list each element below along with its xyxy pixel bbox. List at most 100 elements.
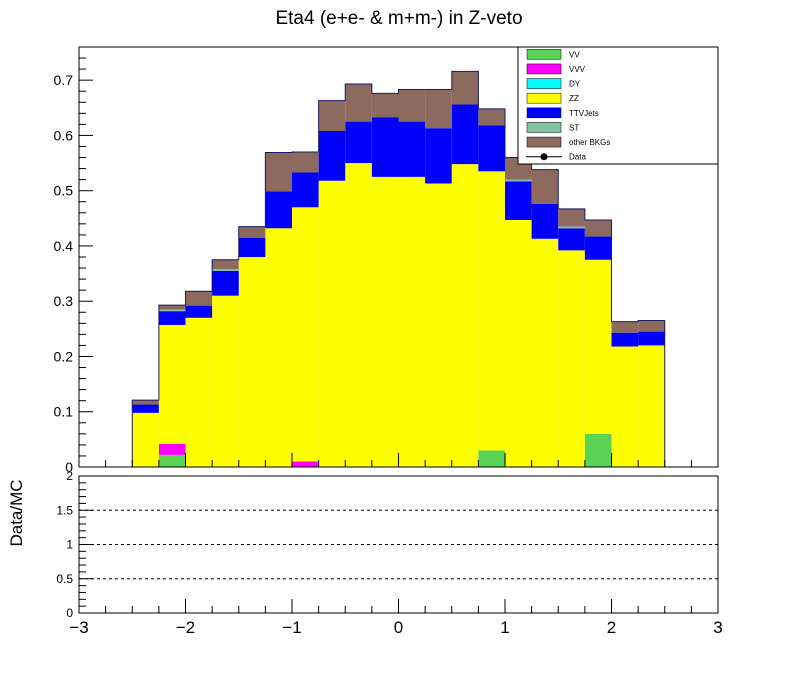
bar <box>158 305 186 310</box>
x-tick-label: 0 <box>394 618 403 637</box>
legend-item: DY <box>526 78 581 89</box>
ratio-y-tick-label: 0 <box>66 606 73 620</box>
bar <box>158 324 186 444</box>
bar <box>185 317 213 467</box>
bar <box>398 121 426 177</box>
main-plot-area: 00.10.20.30.40.50.60.7 VVVVVDYZZTTVJetsS… <box>54 46 719 475</box>
bar <box>584 259 612 434</box>
bar <box>185 305 213 318</box>
bar <box>478 125 505 172</box>
legend-swatch <box>526 49 562 60</box>
ratio-y-tick-label: 1.5 <box>56 503 73 517</box>
bar <box>558 250 585 467</box>
bar <box>212 270 239 296</box>
ratio-y-axis-label: Data/MC <box>7 479 26 546</box>
legend-label: VV <box>569 50 580 59</box>
y-tick-label: 0.7 <box>54 72 74 88</box>
legend-swatch <box>526 122 562 133</box>
stack-outline <box>131 70 666 467</box>
bar <box>505 181 532 220</box>
stacked-histogram <box>131 70 666 468</box>
y-tick-label: 0.1 <box>54 404 74 420</box>
bar <box>345 84 372 122</box>
bar <box>451 71 479 105</box>
bar <box>478 171 505 451</box>
bar <box>238 257 266 467</box>
bar <box>478 108 505 126</box>
legend-swatch <box>526 136 562 148</box>
bar <box>292 152 319 173</box>
bar <box>531 203 559 239</box>
bar <box>158 311 186 325</box>
y-tick-label: 0.4 <box>54 238 74 254</box>
bar <box>451 164 479 467</box>
ratio-y-tick-label: 1 <box>66 538 73 552</box>
ratio-y-tick-label: 0.5 <box>56 572 73 586</box>
bar <box>292 172 319 208</box>
bar <box>425 128 452 184</box>
legend-label: TTVJets <box>569 109 599 118</box>
bar <box>371 176 399 468</box>
legend-swatch <box>526 63 562 75</box>
bar <box>265 191 292 229</box>
bar <box>425 183 452 467</box>
bar <box>212 259 239 270</box>
x-tick-label: −3 <box>69 618 88 637</box>
bar <box>238 226 266 238</box>
legend-label: VVV <box>569 65 586 74</box>
bar <box>584 219 612 237</box>
bar <box>558 208 585 227</box>
legend-label: Data <box>569 153 586 162</box>
bar <box>292 461 319 467</box>
bar <box>212 269 239 271</box>
chart-title: Eta4 (e+e- & m+m-) in Z-veto <box>275 8 522 29</box>
x-tick-label: −2 <box>176 618 195 637</box>
bar <box>238 237 266 257</box>
bar <box>478 450 505 467</box>
y-tick-label: 0.5 <box>54 183 74 199</box>
y-tick-label: 0 <box>65 459 73 475</box>
ratio-y-tick-label: 2 <box>66 469 73 483</box>
legend-swatch <box>526 78 562 89</box>
legend-item: TTVJets <box>526 107 599 119</box>
series-other-bkgs <box>132 71 665 405</box>
bar <box>212 295 239 467</box>
bar <box>611 321 639 333</box>
legend-item: ZZ <box>526 92 579 104</box>
bar <box>584 433 612 467</box>
bar <box>132 412 159 467</box>
legend-label: ZZ <box>569 94 579 103</box>
ratio-plot-area: 0 0.5 1 1.5 2 −3 −2 −1 0 1 2 3 <box>56 469 722 637</box>
bar <box>505 179 532 182</box>
bar <box>531 238 559 467</box>
series-st <box>158 179 585 312</box>
legend-label: DY <box>569 80 581 89</box>
legend-item: VV <box>526 49 580 60</box>
legend-label: other BKGs <box>569 138 610 147</box>
bar <box>531 169 559 204</box>
series-zz <box>132 163 665 468</box>
x-tick-label: −1 <box>282 618 301 637</box>
bar <box>451 104 479 165</box>
bar <box>158 454 186 467</box>
x-tick-label: 2 <box>607 618 616 637</box>
x-tick-label: 3 <box>713 618 722 637</box>
bar <box>371 117 399 177</box>
bar <box>398 176 426 468</box>
bar <box>558 226 585 229</box>
bar <box>371 93 399 118</box>
main-axes: 0 0.1 0.2 0.3 0.4 0.5 0.6 0.7 <box>54 46 719 475</box>
bar <box>158 443 186 455</box>
bar <box>638 320 665 332</box>
bar <box>132 404 159 413</box>
legend-swatch <box>526 107 562 119</box>
y-tick-label: 0.2 <box>54 348 74 364</box>
bar <box>318 131 346 181</box>
ratio-axes: 0 0.5 1 1.5 2 −3 −2 −1 0 1 2 3 <box>56 469 722 637</box>
bar <box>345 163 372 468</box>
series-ttvjets <box>132 104 665 413</box>
bar <box>265 152 292 192</box>
bar <box>398 89 426 122</box>
